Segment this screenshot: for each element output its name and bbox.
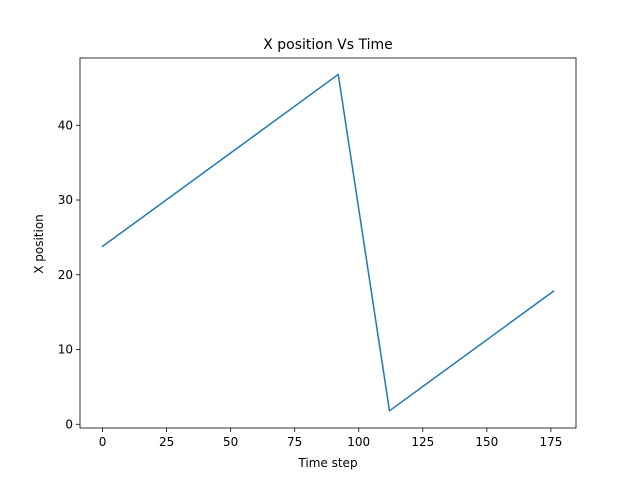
chart-title: X position Vs Time [263,37,393,53]
x-tick-label-150: 150 [475,435,498,449]
y-tick-label-30: 30 [58,193,73,207]
x-tick-label-25: 25 [159,435,174,449]
x-tick-label-175: 175 [539,435,562,449]
y-tick-label-10: 10 [58,343,73,357]
y-tick-label-20: 20 [58,268,73,282]
series-line-0 [101,73,555,412]
y-axis-label: X position [32,214,46,274]
plot-area: 0 25 50 75 100 125 150 175 0 10 20 30 40 [58,57,577,449]
y-tick-label-0: 0 [65,417,73,431]
x-axis-label: Time step [297,456,357,470]
x-tick-label-0: 0 [99,435,107,449]
y-tick-label-40: 40 [58,118,73,132]
x-tick-label-75: 75 [287,435,302,449]
axes-frame [79,57,577,429]
x-tick-label-125: 125 [411,435,434,449]
x-tick-label-100: 100 [347,435,370,449]
x-tick-label-50: 50 [223,435,238,449]
